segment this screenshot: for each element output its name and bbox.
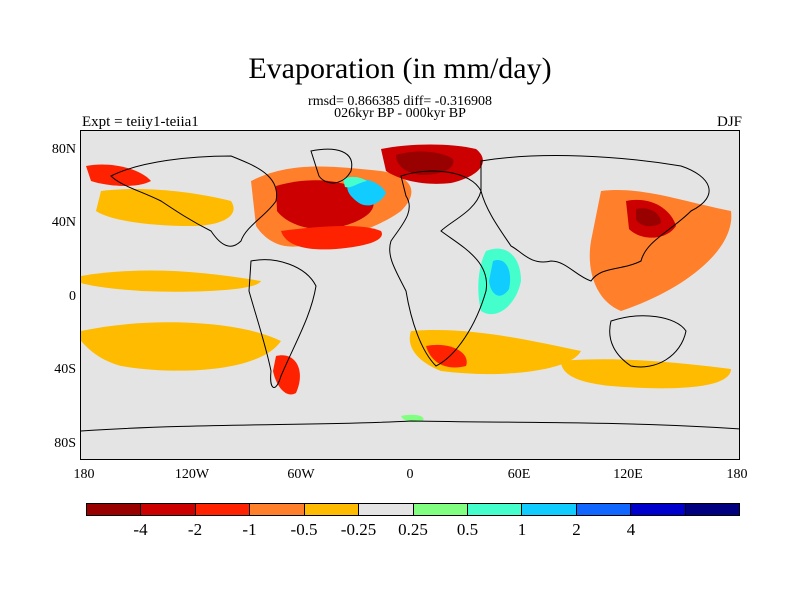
south-pacific-negative bbox=[81, 322, 281, 371]
y-tick-label: 40S bbox=[54, 362, 76, 377]
colorbar-label: -0.25 bbox=[340, 520, 377, 539]
experiment-label: Expt = teiiy1-teiia1 bbox=[82, 114, 199, 130]
antarctic-positive bbox=[401, 414, 424, 422]
x-tick-label: 180 bbox=[726, 467, 748, 482]
y-tick-label: 80N bbox=[51, 142, 76, 157]
colorbar-swatch bbox=[359, 504, 414, 515]
greenland-outline bbox=[310, 148, 353, 184]
colorbar-label: 2 bbox=[572, 520, 581, 539]
indian-ocean-positive-core bbox=[489, 260, 511, 296]
colorbar-label: 4 bbox=[626, 520, 636, 539]
colorbar-swatch bbox=[250, 504, 305, 515]
colorbar-label: -0.5 bbox=[290, 520, 318, 539]
x-tick-label: 120E bbox=[613, 467, 643, 482]
colorbar-swatch bbox=[141, 504, 196, 515]
season-label: DJF bbox=[716, 114, 742, 130]
evaporation-map bbox=[81, 144, 739, 432]
colorbar-swatch bbox=[87, 504, 142, 515]
southern-ocean-negative bbox=[561, 359, 731, 389]
australia-outline bbox=[609, 315, 687, 368]
south-america-outline bbox=[248, 259, 317, 388]
period-line: 026kyr BP - 000kyr BP bbox=[334, 106, 466, 121]
chart-title: Evaporation (in mm/day) bbox=[248, 52, 552, 85]
coastlines bbox=[81, 148, 739, 432]
colorbar-label: 0.5 bbox=[456, 520, 479, 539]
colorbar-swatch bbox=[631, 504, 686, 515]
stats-line: rmsd= 0.866385 diff= -0.316908 bbox=[308, 94, 492, 109]
south-africa-negative bbox=[426, 344, 467, 368]
kuroshio-center bbox=[636, 208, 661, 227]
colorbar-label: -2 bbox=[187, 520, 203, 539]
colorbar-swatch bbox=[413, 504, 468, 515]
colorbar-swatch bbox=[304, 504, 360, 515]
colorbar-label: 1 bbox=[517, 520, 527, 539]
y-tick-label: 80S bbox=[54, 436, 76, 451]
colorbar-swatch bbox=[685, 504, 740, 515]
colorbar-label: 0.25 bbox=[398, 520, 428, 539]
x-tick-label: 0 bbox=[406, 467, 414, 482]
x-tick-label: 60E bbox=[507, 467, 531, 482]
colorbar-swatch bbox=[467, 504, 523, 515]
x-tick-label: 180 bbox=[73, 467, 95, 482]
anomaly-fields bbox=[81, 144, 732, 422]
x-tick-label: 120W bbox=[174, 467, 210, 482]
colorbar-label: -1 bbox=[242, 520, 257, 539]
equatorial-pacific-negative bbox=[81, 270, 261, 292]
atlantic-positive-patch bbox=[347, 179, 386, 206]
colorbar bbox=[86, 503, 740, 516]
x-tick-label: 60W bbox=[287, 467, 315, 482]
alaska-negative bbox=[86, 164, 151, 186]
tropical-atlantic-negative bbox=[281, 226, 382, 250]
colorbar-swatch bbox=[195, 504, 251, 515]
y-tick-label: 0 bbox=[69, 289, 76, 304]
europe-africa-outline bbox=[389, 170, 487, 367]
colorbar-label: -4 bbox=[133, 520, 148, 539]
asia-outline bbox=[480, 155, 710, 282]
colorbar-swatch bbox=[576, 504, 632, 515]
nordic-seas-core bbox=[396, 151, 454, 175]
patagonia-negative bbox=[273, 355, 300, 395]
antarctica-outline bbox=[81, 420, 739, 432]
north-pacific-negative bbox=[96, 189, 234, 226]
west-pacific-negative bbox=[589, 190, 732, 311]
north-america-outline bbox=[110, 155, 278, 247]
atlantic-positive-ring bbox=[343, 176, 367, 188]
colorbar-swatch bbox=[522, 504, 577, 515]
y-tick-label: 40N bbox=[51, 215, 76, 230]
map-panel bbox=[80, 130, 740, 460]
